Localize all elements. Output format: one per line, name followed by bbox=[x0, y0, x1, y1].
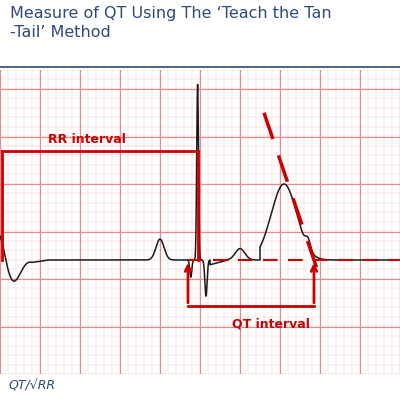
Text: RR interval: RR interval bbox=[48, 133, 126, 146]
Text: QT interval: QT interval bbox=[232, 318, 310, 331]
Text: Measure of QT Using The ‘Teach the Tan
-Tail’ Method: Measure of QT Using The ‘Teach the Tan -… bbox=[10, 6, 332, 40]
Text: QT/√RR: QT/√RR bbox=[9, 379, 56, 392]
